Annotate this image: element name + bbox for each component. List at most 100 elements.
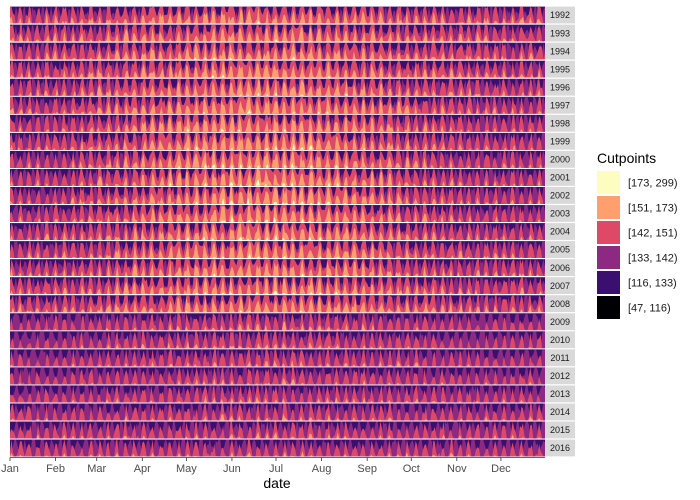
horizon-band [10,385,545,403]
legend-swatch [597,171,620,194]
year-panel [10,24,545,42]
x-tick-label: Mar [87,463,106,475]
horizon-band [10,349,545,367]
year-panel [10,331,545,349]
year-label: 2014 [550,407,570,417]
year-panel [10,132,545,150]
x-tick-label: Oct [403,463,420,475]
year-panels [10,6,545,457]
horizon-band [10,150,545,168]
legend-label: [142, 151) [628,228,678,240]
year-label: 1996 [550,82,570,92]
legend-label: [173, 299) [628,178,678,190]
year-panel [10,168,545,186]
horizon-band [10,421,545,439]
year-panel [10,60,545,78]
year-panel [10,223,545,240]
horizon-band [10,223,545,240]
year-label: 2004 [550,227,570,237]
horizon-band [10,60,545,78]
legend-swatch [597,296,620,319]
year-strip [545,367,575,385]
year-strip [545,6,575,24]
year-panel [10,78,545,96]
horizon-band [10,168,545,186]
horizon-band [10,132,545,150]
year-label: 2008 [550,299,570,309]
year-strip [545,259,575,276]
horizon-band [10,78,545,96]
horizon-band [10,439,545,457]
year-panel [10,6,545,24]
year-panel [10,42,545,60]
year-strip [545,187,575,204]
year-strip [545,421,575,439]
year-strip [545,295,575,313]
legend-label: [133, 142) [628,253,678,265]
horizon-band [10,385,545,403]
horizon-band [10,367,545,385]
x-axis-title: date [263,475,290,491]
horizon-band [10,431,545,439]
horizon-band [10,78,545,96]
x-tick-label: Apr [134,463,151,475]
horizon-band [10,259,545,276]
year-label: 2000 [550,155,570,165]
year-strip [545,60,575,78]
year-label: 2009 [550,317,570,327]
x-tick-label: Jan [1,463,19,475]
year-strip [545,150,575,168]
horizon-band [10,331,545,349]
year-panel [10,403,545,421]
year-label: 2003 [550,209,570,219]
legend-entries: [173, 299) [151, 173) [142, 151) [133, 142)… [597,171,678,319]
year-label: 1994 [550,46,570,56]
year-label: 1995 [550,64,570,74]
year-strip [545,403,575,421]
year-strip [545,114,575,132]
year-strip [545,241,575,258]
year-label: 1997 [550,100,570,110]
horizon-band [10,403,545,421]
horizon-band [10,114,545,132]
year-label: 2011 [550,353,569,363]
legend-label: [151, 173) [628,203,678,215]
x-tick-label: Feb [46,463,65,475]
horizon-band [10,277,545,295]
horizon-band [10,24,545,42]
horizon-band [10,295,545,313]
year-strip [545,331,575,349]
horizon-band [10,205,545,222]
horizon-band [10,341,545,349]
year-label: 2007 [550,281,570,291]
legend-title: Cutpoints [597,150,656,166]
horizon-band [10,223,545,240]
horizon-band [10,421,545,439]
horizon-band [10,132,545,150]
year-strip [545,78,575,96]
year-strip [545,168,575,186]
year-strip [545,385,575,403]
year-strip [545,277,575,295]
year-label: 2005 [550,245,570,255]
year-panel [10,114,545,132]
horizon-band [10,367,545,385]
year-strip [545,313,575,331]
horizon-band [10,295,545,313]
legend-label: [116, 133) [628,278,677,290]
year-label: 2012 [550,371,570,381]
x-tick-label: Jun [223,463,241,475]
horizon-band [10,241,545,258]
legend-swatch [597,221,620,244]
horizon-band [10,6,545,24]
year-label: 2002 [550,191,570,201]
year-strip [545,42,575,60]
year-panel [10,313,545,331]
year-panel [10,421,545,439]
horizon-band [10,96,545,114]
x-tick-label: Jul [269,463,283,475]
year-label: 1993 [550,28,570,38]
horizon-band [10,114,545,132]
year-label: 1992 [550,10,570,20]
